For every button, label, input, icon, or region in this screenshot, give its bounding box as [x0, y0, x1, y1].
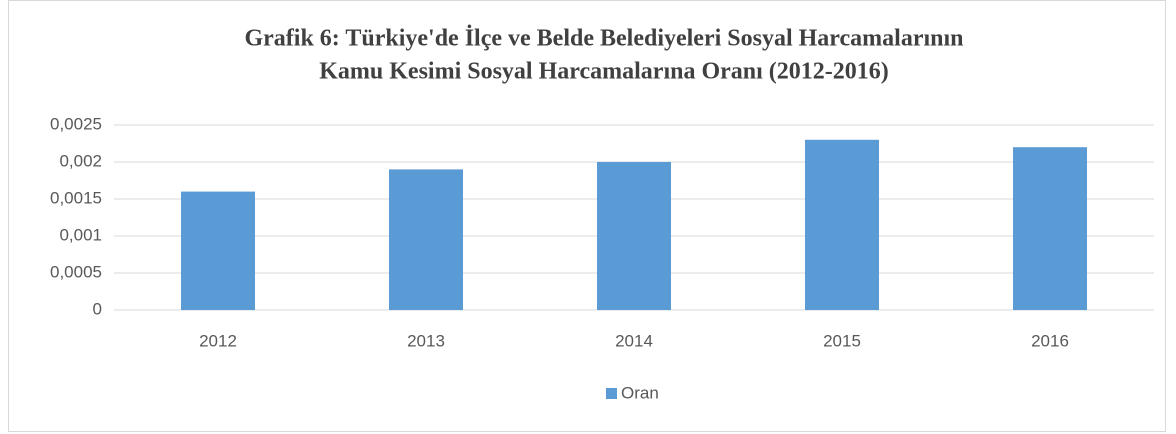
y-tick-label: 0,002 — [59, 151, 102, 170]
bar — [389, 169, 463, 310]
x-tick-label: 2014 — [615, 331, 653, 350]
y-tick-label: 0,001 — [59, 225, 102, 244]
chart-title: Kamu Kesimi Sosyal Harcamalarına Oranı (… — [319, 59, 889, 85]
bar — [805, 139, 879, 310]
bar — [181, 191, 255, 310]
y-tick-label: 0,0015 — [50, 188, 102, 207]
x-tick-label: 2012 — [199, 331, 237, 350]
chart-title: Grafik 6: Türkiye'de İlçe ve Belde Beled… — [244, 26, 963, 52]
x-tick-label: 2015 — [823, 331, 861, 350]
bar — [1013, 147, 1087, 310]
x-tick-label: 2013 — [407, 331, 445, 350]
legend-label: Oran — [621, 383, 659, 402]
bar — [597, 162, 671, 310]
y-tick-label: 0,0025 — [50, 114, 102, 133]
y-tick-label: 0,0005 — [50, 262, 102, 281]
legend-swatch — [606, 388, 617, 399]
x-tick-label: 2016 — [1031, 331, 1069, 350]
y-tick-label: 0 — [93, 299, 102, 318]
